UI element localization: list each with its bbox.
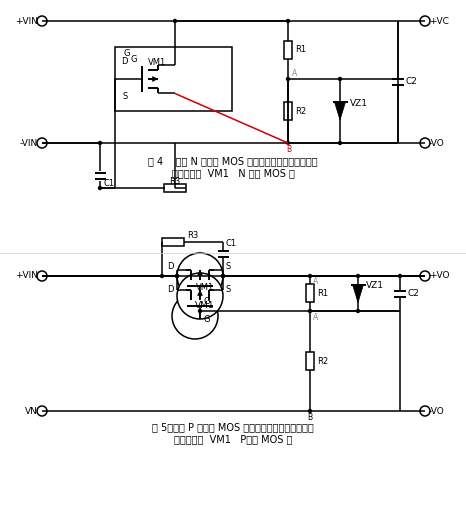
Text: G: G xyxy=(203,297,210,306)
Circle shape xyxy=(420,16,430,26)
Circle shape xyxy=(308,309,312,313)
Circle shape xyxy=(286,19,290,23)
Text: R1: R1 xyxy=(295,46,306,55)
Text: VZ1: VZ1 xyxy=(366,281,384,290)
Circle shape xyxy=(177,273,223,319)
Circle shape xyxy=(173,19,177,23)
Text: A: A xyxy=(292,70,297,79)
Text: 关键器件：  VM1   N 沟道 MOS 管: 关键器件： VM1 N 沟道 MOS 管 xyxy=(171,168,295,178)
Circle shape xyxy=(198,309,202,313)
Bar xyxy=(306,284,314,302)
Text: R3: R3 xyxy=(187,230,198,239)
Text: VM1: VM1 xyxy=(195,301,215,310)
Text: +VO: +VO xyxy=(429,271,450,280)
Text: G: G xyxy=(123,48,130,57)
Text: -VIN: -VIN xyxy=(20,139,38,148)
Text: R2: R2 xyxy=(317,356,328,365)
Circle shape xyxy=(420,406,430,416)
Circle shape xyxy=(286,77,290,81)
Bar xyxy=(284,102,292,120)
Text: C2: C2 xyxy=(406,78,418,87)
Circle shape xyxy=(173,91,177,96)
Text: D: D xyxy=(167,262,174,271)
Text: D: D xyxy=(122,57,128,66)
Bar xyxy=(162,238,184,246)
Circle shape xyxy=(221,274,225,278)
Text: VZ1: VZ1 xyxy=(350,98,368,107)
Text: VM1: VM1 xyxy=(195,283,214,292)
Circle shape xyxy=(160,274,164,278)
Text: VN: VN xyxy=(25,407,38,415)
Circle shape xyxy=(177,253,223,299)
Bar xyxy=(164,184,186,192)
Text: G: G xyxy=(131,55,137,64)
Text: +VIN: +VIN xyxy=(15,16,38,25)
Text: S: S xyxy=(123,92,128,101)
Text: -VO: -VO xyxy=(429,139,445,148)
Circle shape xyxy=(172,293,218,339)
Text: S: S xyxy=(226,285,231,294)
Circle shape xyxy=(308,274,312,278)
Text: A: A xyxy=(313,278,318,287)
Text: R3: R3 xyxy=(169,176,181,185)
Circle shape xyxy=(37,271,47,281)
Text: B: B xyxy=(287,144,292,153)
Text: VM1: VM1 xyxy=(147,58,166,67)
Circle shape xyxy=(398,274,402,278)
Circle shape xyxy=(98,141,102,145)
Circle shape xyxy=(129,56,175,102)
Circle shape xyxy=(420,271,430,281)
Text: A: A xyxy=(313,313,318,321)
Text: +VC: +VC xyxy=(429,16,449,25)
Text: 图 5．使用 P 型功率 MOS 管的输入防反接电路原理图: 图 5．使用 P 型功率 MOS 管的输入防反接电路原理图 xyxy=(152,422,314,432)
Text: C2: C2 xyxy=(408,289,420,298)
Circle shape xyxy=(37,16,47,26)
Bar xyxy=(115,47,232,111)
Circle shape xyxy=(338,141,342,145)
Circle shape xyxy=(221,274,225,278)
Text: C1: C1 xyxy=(103,178,114,187)
Polygon shape xyxy=(352,285,363,303)
Bar xyxy=(284,41,292,59)
Text: S: S xyxy=(226,262,231,271)
Text: C1: C1 xyxy=(226,239,237,249)
Text: D: D xyxy=(167,285,174,294)
Bar xyxy=(306,352,314,370)
Text: R1: R1 xyxy=(317,288,328,297)
Text: R2: R2 xyxy=(295,107,306,116)
Text: B: B xyxy=(308,413,313,422)
Circle shape xyxy=(286,141,290,145)
Polygon shape xyxy=(335,102,345,120)
Circle shape xyxy=(175,274,179,278)
Text: -VO: -VO xyxy=(429,407,445,415)
Circle shape xyxy=(37,406,47,416)
Text: 关键器件：  VM1   P沟道 MOS 管: 关键器件： VM1 P沟道 MOS 管 xyxy=(174,434,292,444)
Circle shape xyxy=(98,186,102,190)
Circle shape xyxy=(175,274,179,278)
Circle shape xyxy=(356,274,360,278)
Text: G: G xyxy=(203,314,210,323)
Circle shape xyxy=(37,138,47,148)
Circle shape xyxy=(356,309,360,313)
Circle shape xyxy=(420,138,430,148)
Circle shape xyxy=(338,77,342,81)
Circle shape xyxy=(308,409,312,413)
Text: +VIN: +VIN xyxy=(15,271,38,280)
Text: 图 4    使用 N 型功率 MOS 管的输入防反接电路原理图: 图 4 使用 N 型功率 MOS 管的输入防反接电路原理图 xyxy=(148,156,318,166)
